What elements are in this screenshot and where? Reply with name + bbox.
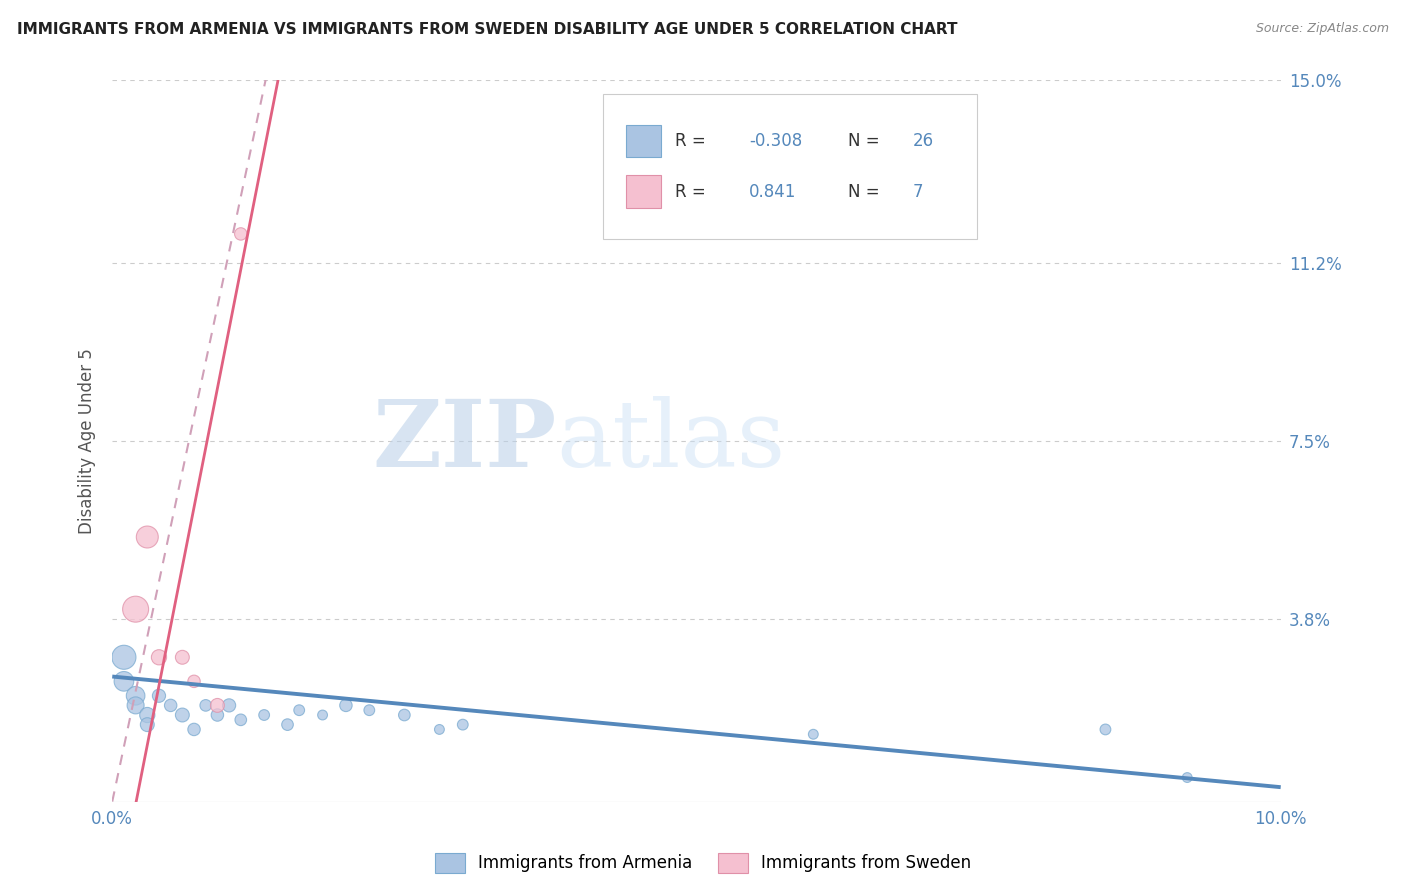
- Point: [429, 723, 451, 737]
- Bar: [626, 175, 661, 208]
- Point: [253, 708, 276, 723]
- Text: R =: R =: [675, 183, 706, 201]
- Point: [335, 698, 357, 713]
- Point: [183, 723, 205, 737]
- Point: [194, 698, 217, 713]
- Point: [229, 713, 252, 727]
- Text: atlas: atlas: [557, 396, 786, 486]
- Point: [172, 708, 194, 723]
- Y-axis label: Disability Age Under 5: Disability Age Under 5: [79, 348, 96, 533]
- Bar: [626, 125, 661, 157]
- Point: [172, 650, 194, 665]
- Point: [207, 708, 229, 723]
- Point: [124, 698, 146, 713]
- Point: [124, 689, 146, 703]
- Point: [218, 698, 240, 713]
- Text: N =: N =: [848, 183, 880, 201]
- Text: IMMIGRANTS FROM ARMENIA VS IMMIGRANTS FROM SWEDEN DISABILITY AGE UNDER 5 CORRELA: IMMIGRANTS FROM ARMENIA VS IMMIGRANTS FR…: [17, 22, 957, 37]
- Text: -0.308: -0.308: [749, 132, 803, 151]
- Point: [1094, 723, 1116, 737]
- Text: 0.841: 0.841: [749, 183, 796, 201]
- Text: ZIP: ZIP: [373, 396, 557, 486]
- Text: 7: 7: [912, 183, 924, 201]
- Point: [124, 602, 146, 616]
- Point: [801, 727, 824, 741]
- Point: [394, 708, 416, 723]
- Point: [148, 650, 170, 665]
- Point: [359, 703, 381, 717]
- Point: [1175, 771, 1198, 785]
- Point: [183, 674, 205, 689]
- Text: N =: N =: [848, 132, 880, 151]
- Point: [451, 717, 474, 731]
- Point: [311, 708, 333, 723]
- Point: [136, 530, 159, 544]
- Point: [136, 708, 159, 723]
- Text: Source: ZipAtlas.com: Source: ZipAtlas.com: [1256, 22, 1389, 36]
- Point: [112, 674, 135, 689]
- Point: [136, 717, 159, 731]
- Point: [148, 689, 170, 703]
- Point: [112, 650, 135, 665]
- Point: [159, 698, 181, 713]
- Point: [207, 698, 229, 713]
- Text: 26: 26: [912, 132, 934, 151]
- FancyBboxPatch shape: [603, 95, 977, 239]
- Text: R =: R =: [675, 132, 706, 151]
- Point: [288, 703, 311, 717]
- Legend: Immigrants from Armenia, Immigrants from Sweden: Immigrants from Armenia, Immigrants from…: [429, 847, 977, 880]
- Point: [229, 227, 252, 241]
- Point: [276, 717, 298, 731]
